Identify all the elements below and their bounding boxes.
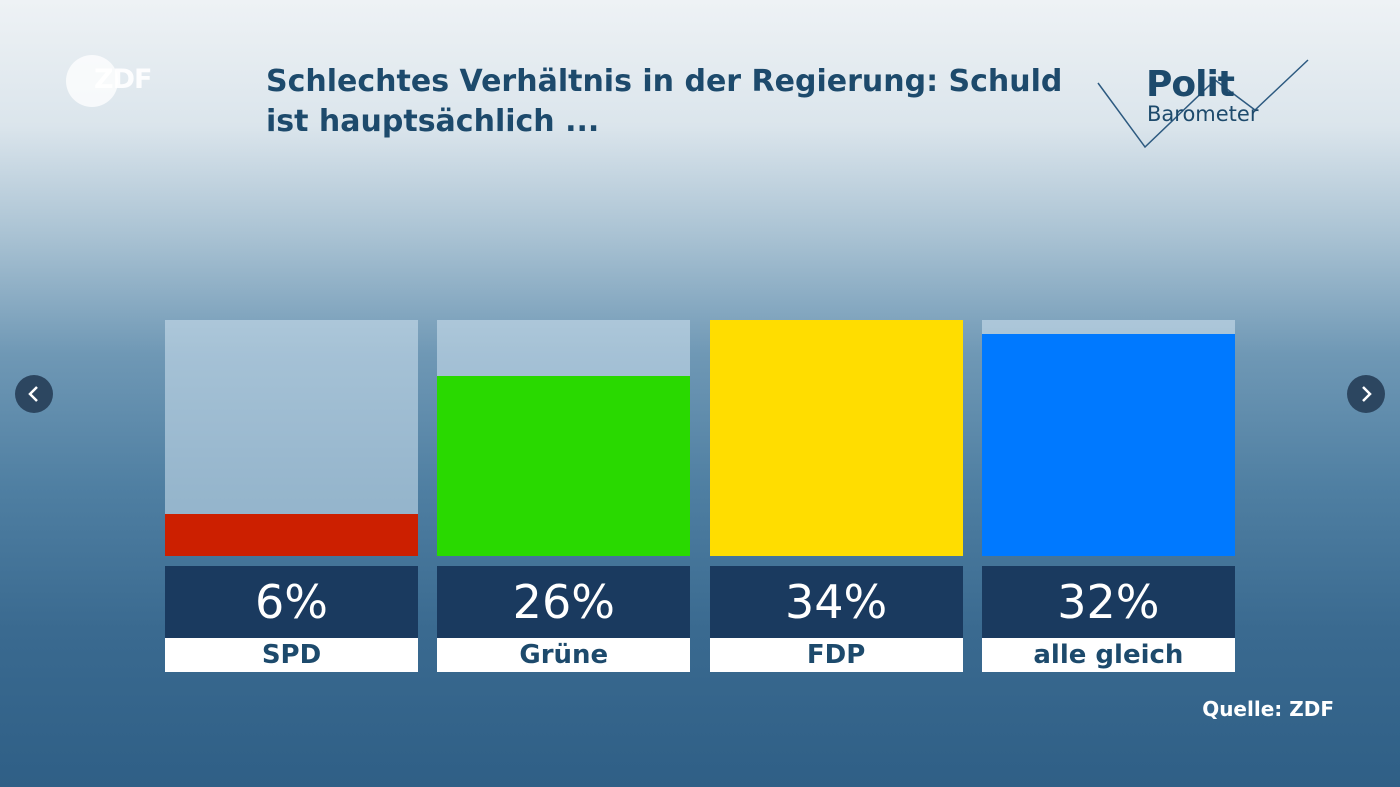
bar xyxy=(709,320,963,556)
channel-logo: ZDF xyxy=(94,64,152,95)
prev-button[interactable] xyxy=(15,375,53,413)
next-icon xyxy=(1362,386,1372,402)
category-label: Grüne xyxy=(437,638,691,672)
show-logo-2: Barometer xyxy=(1147,102,1259,126)
value-label: 26% xyxy=(437,566,691,638)
chart-title: Schlechtes Verhältnis in der Regierung: … xyxy=(266,64,1063,139)
category-label: FDP xyxy=(709,638,963,672)
value-label: 6% xyxy=(165,566,418,638)
next-button[interactable] xyxy=(1347,375,1385,413)
bar xyxy=(437,375,691,556)
value-label: 34% xyxy=(709,566,963,638)
value-label: 32% xyxy=(981,566,1235,638)
bar xyxy=(981,333,1235,556)
source: Quelle: ZDF xyxy=(1202,697,1334,721)
show-logo-1: Polit xyxy=(1146,64,1235,105)
category-label: alle gleich xyxy=(981,638,1235,672)
prev-icon xyxy=(28,386,38,402)
show-logo-lines xyxy=(1097,59,1309,149)
category-label: SPD xyxy=(165,638,418,672)
logo-circle xyxy=(66,55,118,107)
bar xyxy=(165,514,418,556)
